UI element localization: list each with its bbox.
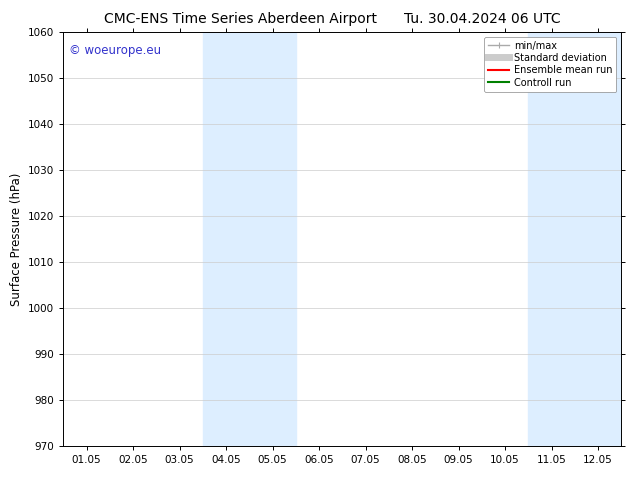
Bar	[203, 32, 296, 446]
Legend: min/max, Standard deviation, Ensemble mean run, Controll run: min/max, Standard deviation, Ensemble me…	[484, 37, 616, 92]
Text: CMC-ENS Time Series Aberdeen Airport: CMC-ENS Time Series Aberdeen Airport	[105, 12, 377, 26]
Text: © woeurope.eu: © woeurope.eu	[69, 44, 161, 57]
Bar	[528, 32, 621, 446]
Text: Tu. 30.04.2024 06 UTC: Tu. 30.04.2024 06 UTC	[403, 12, 560, 26]
Y-axis label: Surface Pressure (hPa): Surface Pressure (hPa)	[10, 172, 23, 306]
